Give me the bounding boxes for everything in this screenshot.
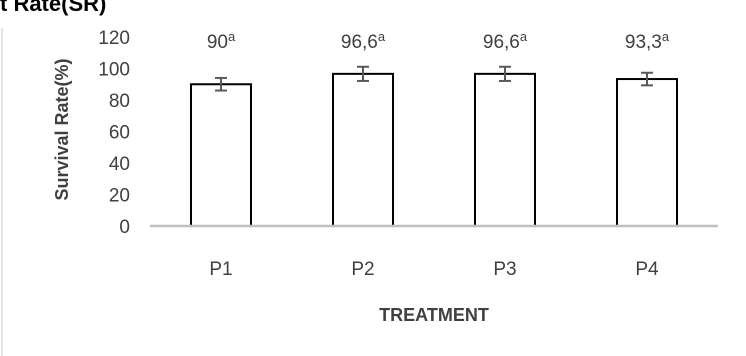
y-tick-label: 80 <box>109 91 130 112</box>
y-tick-label: 60 <box>109 123 130 144</box>
bar-p1 <box>190 83 252 227</box>
bars <box>190 72 678 228</box>
data-labels: 90a 96,6a 96,6a 93,3a <box>207 29 670 53</box>
x-axis-title: TREATMENT <box>379 305 489 325</box>
x-tick-label-p3: P3 <box>493 259 516 280</box>
y-axis-title: Survival Rate(%) <box>52 58 72 200</box>
bar-p3 <box>474 72 536 228</box>
x-tick-label-p2: P2 <box>351 259 374 280</box>
y-tick-label: 40 <box>109 154 130 175</box>
y-tick-label: 20 <box>109 186 130 207</box>
y-tick-label: 120 <box>98 28 130 49</box>
error-bar-p2 <box>357 65 369 82</box>
chart-title-cut: t Rate(SR) <box>0 0 107 16</box>
error-bar-p3 <box>499 65 511 82</box>
error-bar-p4 <box>641 71 653 87</box>
error-bars <box>215 65 653 92</box>
y-axis-ticks: 0 20 40 60 80 100 120 <box>98 28 130 238</box>
bar-p4 <box>616 78 678 227</box>
bar-p2 <box>332 72 394 228</box>
x-tick-label-p4: P4 <box>635 259 659 280</box>
data-label-p4: 93,3a <box>625 29 670 53</box>
data-label-p2: 96,6a <box>341 29 386 53</box>
x-axis-ticks: P1 P2 P3 P4 <box>209 259 659 280</box>
x-tick-label-p1: P1 <box>209 259 232 280</box>
data-label-p1: 90a <box>207 29 236 53</box>
y-tick-label: 0 <box>119 217 130 238</box>
error-bar-p1 <box>215 76 227 92</box>
data-label-p3: 96,6a <box>483 29 528 53</box>
y-tick-label: 100 <box>98 60 130 81</box>
